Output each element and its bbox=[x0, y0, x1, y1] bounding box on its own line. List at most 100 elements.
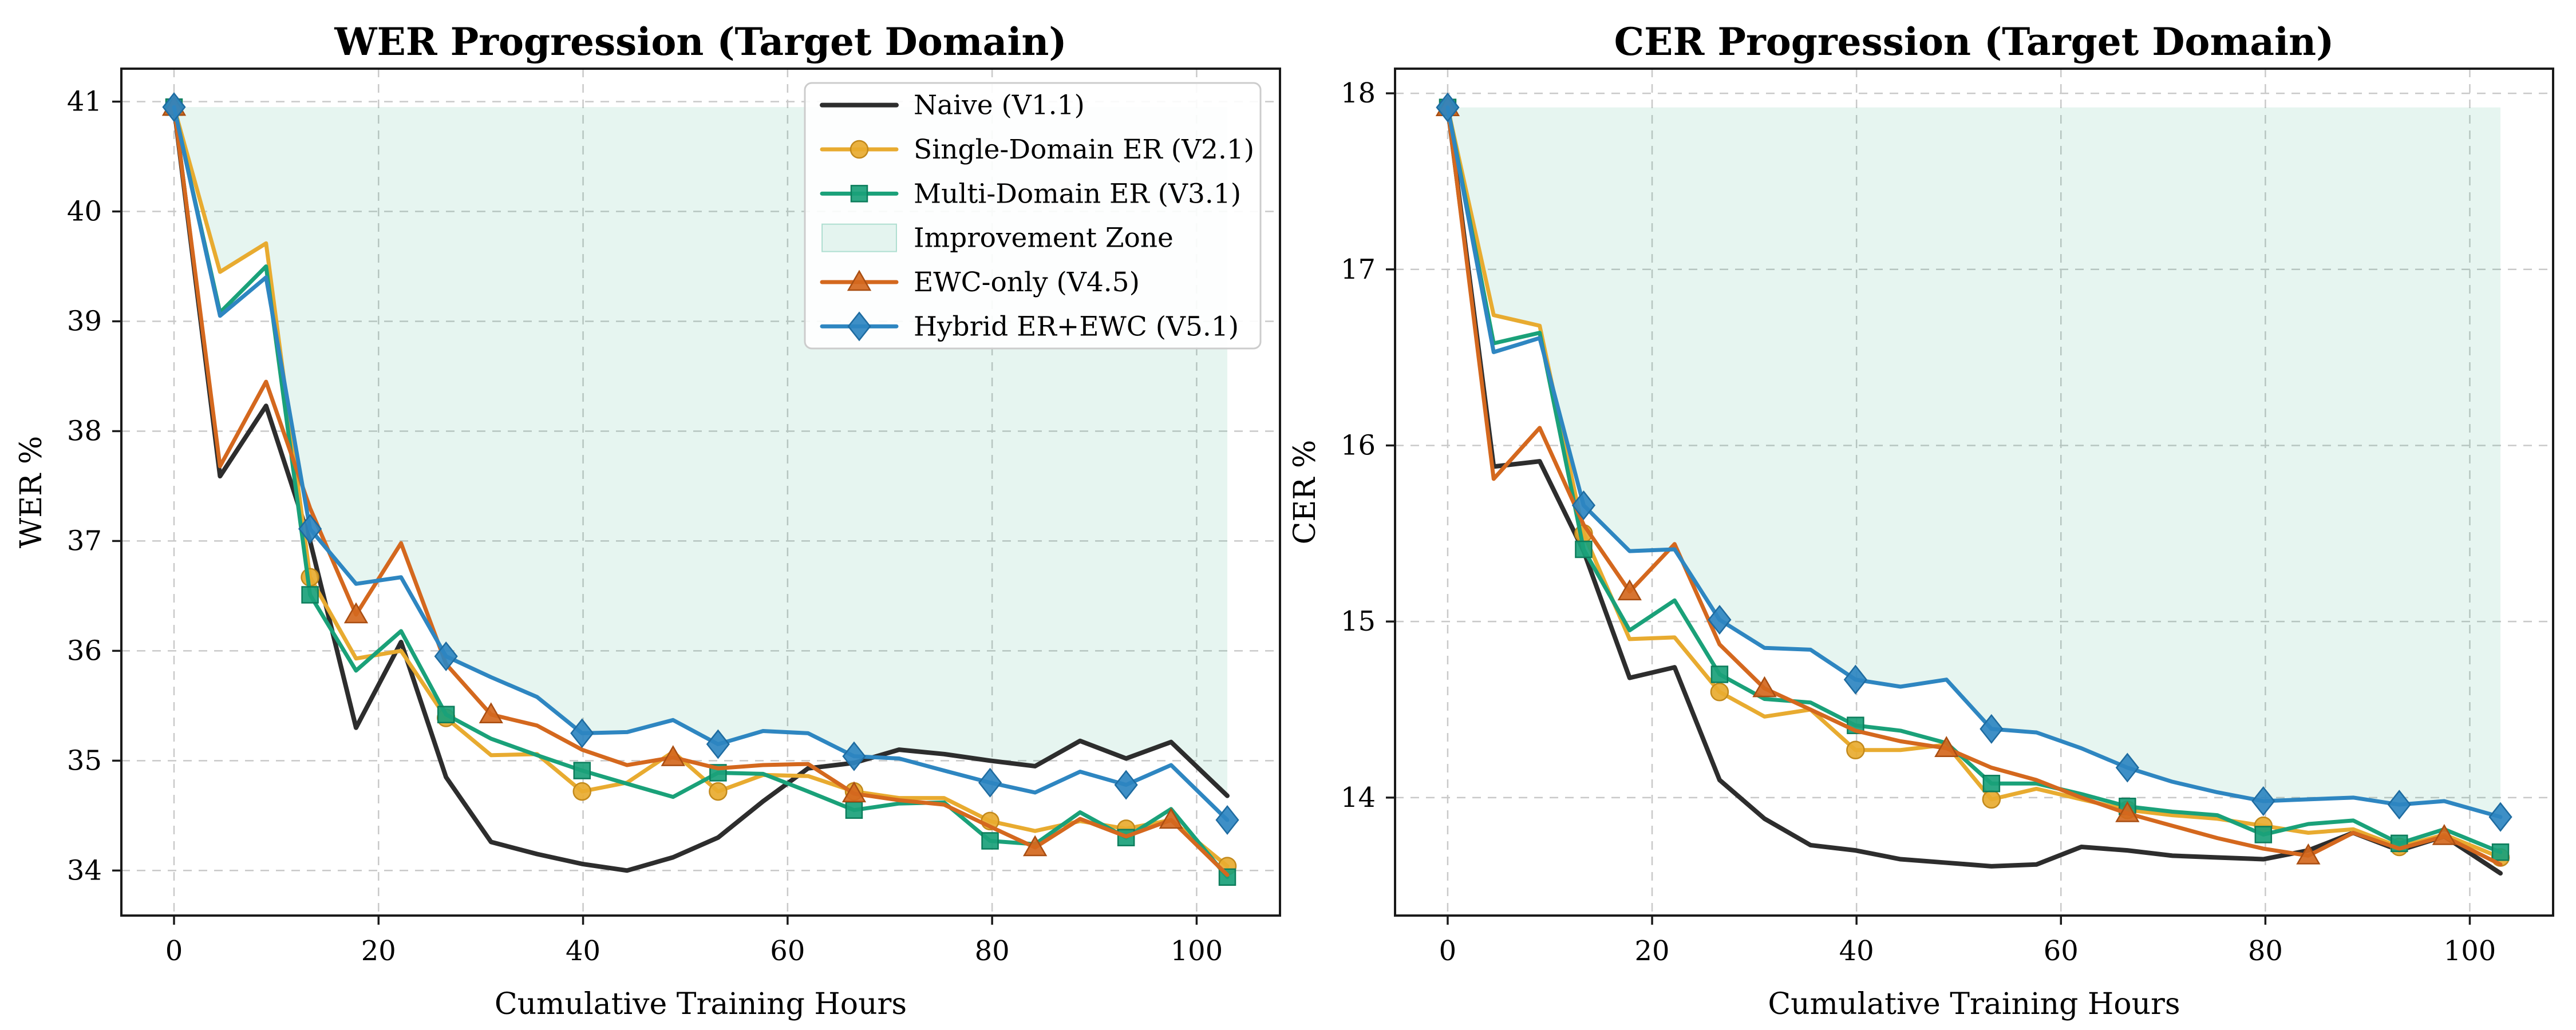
cer-chart: 0 20 40 60 80 100 14 15 16 17 18 CER Progression (T… bbox=[1288, 19, 2554, 1021]
square-marker bbox=[845, 801, 863, 819]
legend: Naive (V1.1) Single-Domain ER (V2.1) Multi… bbox=[804, 82, 1262, 350]
triangle-marker bbox=[1159, 807, 1183, 829]
triangle-marker bbox=[1752, 676, 1777, 698]
circle-marker bbox=[850, 140, 869, 159]
series-line-multi_er bbox=[1445, 105, 2503, 854]
triangle-marker bbox=[2296, 843, 2321, 865]
legend-item-single_er: Single-Domain ER (V2.1) bbox=[820, 134, 1254, 165]
legend-item-multi_er: Multi-Domain ER (V3.1) bbox=[820, 178, 1241, 209]
diamond-marker bbox=[2488, 802, 2512, 832]
triangle-marker bbox=[2115, 801, 2140, 822]
y-tick-label: 35 bbox=[67, 744, 102, 777]
legend-label: Single-Domain ER (V2.1) bbox=[914, 134, 1254, 165]
triangle-marker bbox=[847, 270, 872, 291]
square-marker bbox=[301, 586, 319, 604]
series-line-ewc bbox=[172, 105, 1230, 877]
diamond-marker bbox=[434, 641, 458, 671]
chart-title: CER Progression (Target Domain) bbox=[1614, 19, 2334, 64]
x-tick-label: 80 bbox=[975, 935, 1010, 967]
triangle-marker bbox=[661, 745, 685, 766]
tick-marks bbox=[112, 100, 1198, 925]
y-tick-label: 34 bbox=[67, 854, 102, 886]
circle-marker bbox=[572, 782, 592, 801]
circle-marker bbox=[709, 782, 728, 801]
diamond-marker bbox=[1436, 92, 1460, 122]
legend-label: Hybrid ER+EWC (V5.1) bbox=[914, 311, 1239, 342]
diamond-marker bbox=[1843, 664, 1867, 695]
x-tick-label: 80 bbox=[2248, 935, 2283, 967]
y-tick-label: 37 bbox=[67, 525, 102, 557]
diamond-marker bbox=[1114, 770, 1138, 800]
diamond-marker bbox=[570, 718, 594, 748]
tick-marks bbox=[1386, 92, 2471, 925]
x-tick-label: 0 bbox=[165, 935, 183, 967]
square-marker bbox=[1710, 665, 1729, 683]
y-tick-label: 14 bbox=[1341, 782, 1376, 814]
triangle-marker bbox=[1934, 736, 1959, 757]
series-line-naive bbox=[172, 105, 1230, 873]
diamond-marker bbox=[298, 514, 322, 544]
legend-item-zone: Improvement Zone bbox=[821, 223, 1174, 254]
x-axis-label: Cumulative Training Hours bbox=[1768, 987, 2180, 1021]
diamond-marker bbox=[2251, 786, 2275, 817]
diamond-marker bbox=[2115, 752, 2139, 783]
x-tick-label: 20 bbox=[1635, 935, 1670, 967]
series-line-hybrid bbox=[172, 105, 1230, 822]
legend-label: Improvement Zone bbox=[914, 223, 1174, 254]
chart-title: WER Progression (Target Domain) bbox=[334, 19, 1066, 64]
diamond-marker bbox=[842, 741, 866, 771]
gridlines bbox=[121, 69, 1280, 916]
triangle-marker bbox=[2432, 824, 2457, 845]
series-line-single_er bbox=[1445, 105, 2503, 859]
legend-label: Naive (V1.1) bbox=[914, 90, 1085, 121]
axes-spines bbox=[120, 68, 1281, 917]
triangle-marker bbox=[1617, 579, 1642, 601]
series-line-single_er bbox=[172, 105, 1230, 869]
triangle-marker bbox=[1022, 835, 1048, 857]
y-axis-label: CER % bbox=[1288, 440, 1322, 545]
circle-marker bbox=[1982, 790, 2001, 809]
x-tick-label: 40 bbox=[1839, 935, 1874, 967]
x-tick-label: 100 bbox=[1171, 935, 1223, 967]
square-marker bbox=[981, 832, 999, 850]
legend-box bbox=[804, 82, 1262, 350]
diamond-marker bbox=[706, 729, 730, 759]
x-tick-label: 100 bbox=[2444, 935, 2496, 967]
y-tick-label: 40 bbox=[67, 196, 102, 228]
series-line-multi_er bbox=[172, 105, 1230, 880]
x-axis-label: Cumulative Training Hours bbox=[495, 987, 907, 1021]
diamond-marker bbox=[1571, 490, 1596, 521]
wer-chart: 0 20 40 60 80 100 34 35 36 37 38 39 40 41 WER Progress… bbox=[14, 19, 1281, 1021]
legend-item-ewc: EWC-only (V4.5) bbox=[820, 267, 1140, 298]
legend-label: Multi-Domain ER (V3.1) bbox=[914, 178, 1241, 209]
square-marker bbox=[1982, 774, 2001, 793]
x-tick-label: 0 bbox=[1439, 935, 1457, 967]
triangle-marker bbox=[841, 781, 867, 803]
diamond-marker bbox=[1708, 605, 1732, 635]
x-tick-label: 60 bbox=[2044, 935, 2079, 967]
diamond-marker bbox=[847, 311, 871, 342]
circle-marker bbox=[1846, 740, 1865, 760]
circle-marker bbox=[1710, 682, 1729, 702]
y-tick-label: 36 bbox=[67, 635, 102, 667]
improvement-zone-fill bbox=[1447, 107, 2501, 817]
y-tick-label: 38 bbox=[67, 415, 102, 447]
diamond-marker bbox=[162, 92, 186, 122]
square-marker bbox=[2254, 826, 2273, 843]
square-marker bbox=[1575, 540, 1593, 558]
square-marker bbox=[437, 706, 455, 723]
gridlines bbox=[1395, 69, 2553, 916]
diamond-marker bbox=[2387, 790, 2411, 820]
axes-spines bbox=[1394, 68, 2554, 917]
square-marker bbox=[850, 185, 868, 203]
y-tick-label: 39 bbox=[67, 306, 102, 338]
y-tick-label: 18 bbox=[1341, 77, 1376, 109]
series-line-hybrid bbox=[1445, 105, 2503, 819]
square-marker bbox=[1117, 829, 1135, 846]
series-line-naive bbox=[1445, 105, 2503, 876]
x-tick-label: 40 bbox=[566, 935, 600, 967]
plot-area bbox=[1395, 69, 2553, 916]
x-tick-label: 20 bbox=[361, 935, 396, 967]
